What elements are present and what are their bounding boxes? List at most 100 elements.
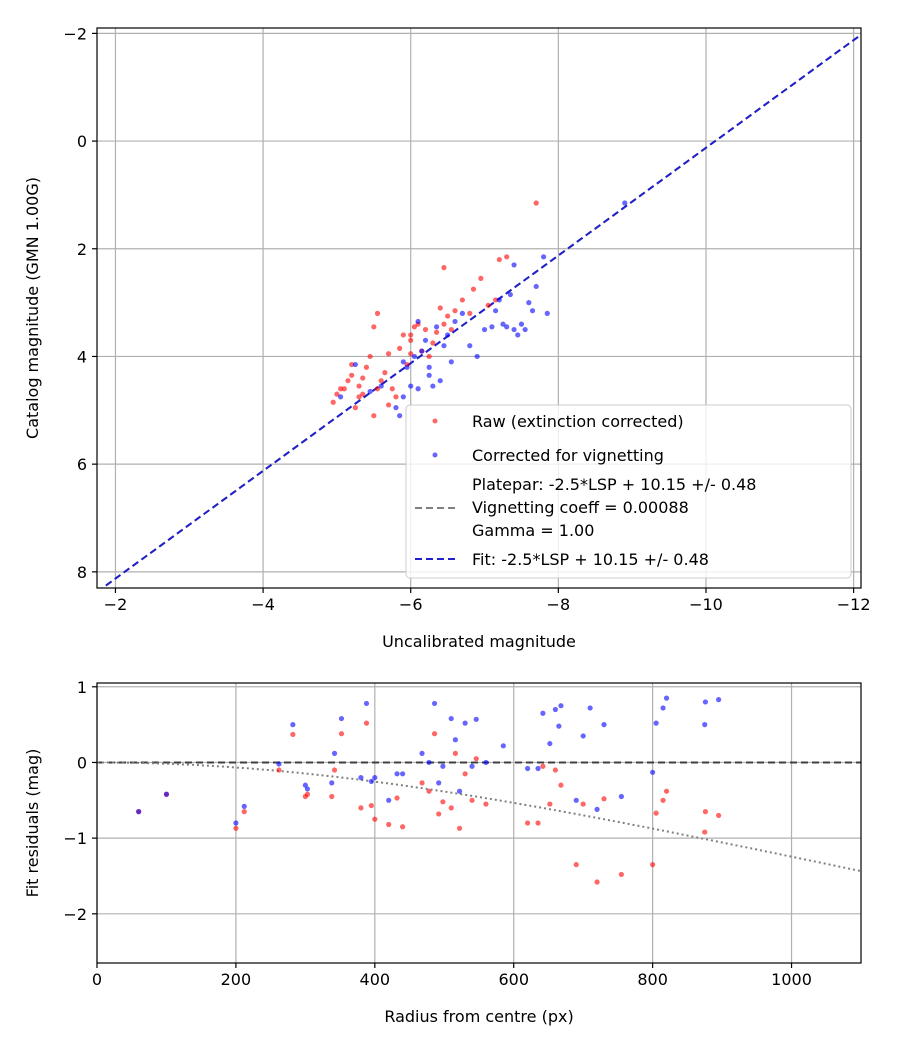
top-grid	[97, 28, 861, 588]
legend-box	[405, 404, 852, 579]
top-x-tick-label: −2	[104, 595, 128, 614]
bottom-series1-point	[601, 722, 607, 728]
bottom-series0-point	[702, 809, 709, 815]
bottom-series0-point	[660, 797, 666, 803]
top-series0-point	[352, 405, 358, 411]
bottom-vignetting-curve	[97, 761, 861, 873]
top-y-tick-label: 6	[77, 455, 87, 474]
top-x-axis-label: Uncalibrated magnitude	[382, 632, 576, 651]
bottom-series1-point	[473, 716, 479, 722]
bottom-lines	[97, 761, 861, 873]
top-series0-point	[367, 353, 373, 360]
top-series0-point	[467, 310, 473, 316]
bottom-series0-point	[394, 795, 400, 801]
bottom-y-tick-label: −1	[63, 829, 87, 848]
top-series0-point	[441, 265, 447, 271]
bottom-series1-point	[653, 720, 659, 726]
top-series0-point	[493, 297, 499, 303]
top-series1-point	[426, 372, 432, 378]
bottom-series1-point	[469, 763, 475, 769]
top-series0-point	[371, 324, 377, 330]
bottom-series0-point	[386, 821, 392, 828]
bottom-series1-point	[358, 774, 364, 781]
legend-fit-label: Fit: -2.5*LSP + 10.15 +/- 0.48	[472, 550, 709, 569]
top-series1-point	[533, 283, 539, 290]
bottom-grid	[96, 683, 861, 963]
bottom-series1-point	[329, 780, 335, 786]
bottom-series0-point	[663, 788, 670, 794]
top-series1-point	[522, 326, 528, 333]
top-series0-point	[400, 332, 406, 338]
bottom-series1-point	[558, 703, 564, 709]
bottom-series1-point	[426, 759, 432, 766]
bottom-series0-point	[483, 801, 489, 807]
bottom-series1-point	[338, 715, 345, 722]
bottom-x-tick-label: 0	[92, 970, 102, 989]
bottom-series1-point	[241, 803, 247, 809]
bottom-series0-point	[702, 829, 708, 835]
top-series0-point	[478, 275, 484, 281]
top-x-tick-label: −10	[689, 595, 723, 614]
top-series0-point	[433, 329, 440, 335]
top-series0-point	[385, 351, 392, 357]
bottom-series0-point	[573, 862, 579, 868]
bottom-series1-point	[276, 761, 282, 767]
bottom-series1-point	[663, 695, 670, 701]
top-series1-point	[496, 297, 502, 303]
bottom-series1-point	[136, 809, 142, 815]
bottom-x-axis-label: Radius from centre (px)	[384, 1007, 573, 1026]
top-series0-point	[441, 321, 447, 327]
bottom-series1-point	[525, 765, 531, 772]
top-plot-frame	[96, 27, 862, 589]
bottom-series0-point	[456, 825, 463, 831]
residuals-chart: 0 200 400 600 800 1000 1 0 −1 −2 Radius from cent…	[23, 678, 862, 1026]
top-series1-point	[404, 364, 410, 370]
bottom-x-tick-label: 800	[637, 970, 668, 989]
bottom-series0-point	[431, 731, 438, 737]
bottom-series1-point	[618, 793, 624, 800]
top-series1-point	[445, 332, 451, 338]
bottom-series1-point	[540, 710, 546, 716]
top-series0-point	[452, 308, 458, 314]
top-series0-point	[485, 302, 491, 308]
legend-corrected-marker	[432, 452, 438, 458]
bottom-series0-point	[233, 825, 239, 831]
bottom-series1-point	[302, 782, 308, 788]
bottom-y-axis-label: Fit residuals (mag)	[23, 749, 42, 898]
bottom-series1-point	[660, 705, 666, 711]
bottom-series0-point	[448, 805, 454, 811]
top-series0-point	[408, 337, 414, 343]
top-series0-point	[341, 386, 347, 392]
bottom-series0-point	[525, 820, 531, 826]
top-scatter-points	[330, 200, 628, 419]
bottom-series1-point	[702, 722, 708, 728]
top-series0-point	[345, 378, 351, 384]
top-series0-point	[504, 254, 510, 260]
top-series1-point	[481, 326, 488, 333]
bottom-series0-point	[469, 797, 475, 803]
top-x-tick-label: −6	[399, 595, 423, 614]
bottom-series1-point	[233, 820, 239, 826]
top-y-tick-label: 2	[77, 240, 87, 259]
top-series0-point	[349, 361, 355, 368]
top-series1-point	[378, 383, 384, 389]
top-series0-point	[448, 326, 454, 333]
top-x-tick-label: −8	[547, 595, 571, 614]
bottom-series1-point	[547, 740, 553, 747]
top-series3-line	[100, 33, 861, 588]
bottom-series0-point	[290, 731, 296, 738]
top-series0-point	[408, 332, 414, 338]
bottom-y-tick-label: 0	[77, 753, 87, 772]
top-series1-point	[426, 364, 432, 370]
bottom-x-tick-label: 400	[360, 970, 391, 989]
top-series1-point	[515, 332, 521, 338]
legend-corrected-label: Corrected for vignetting	[472, 446, 664, 465]
top-series1-point	[500, 321, 506, 327]
top-series0-point	[533, 200, 539, 206]
bottom-series0-point	[580, 801, 586, 807]
bottom-plot-frame	[96, 682, 862, 964]
bottom-series1-point	[386, 797, 392, 803]
top-ticks: −2 −4 −6 −8 −10 −12 −2 0 2 4 6 8	[63, 24, 870, 614]
bottom-series0-point	[552, 767, 559, 773]
top-x-tick-label: −4	[251, 595, 275, 614]
